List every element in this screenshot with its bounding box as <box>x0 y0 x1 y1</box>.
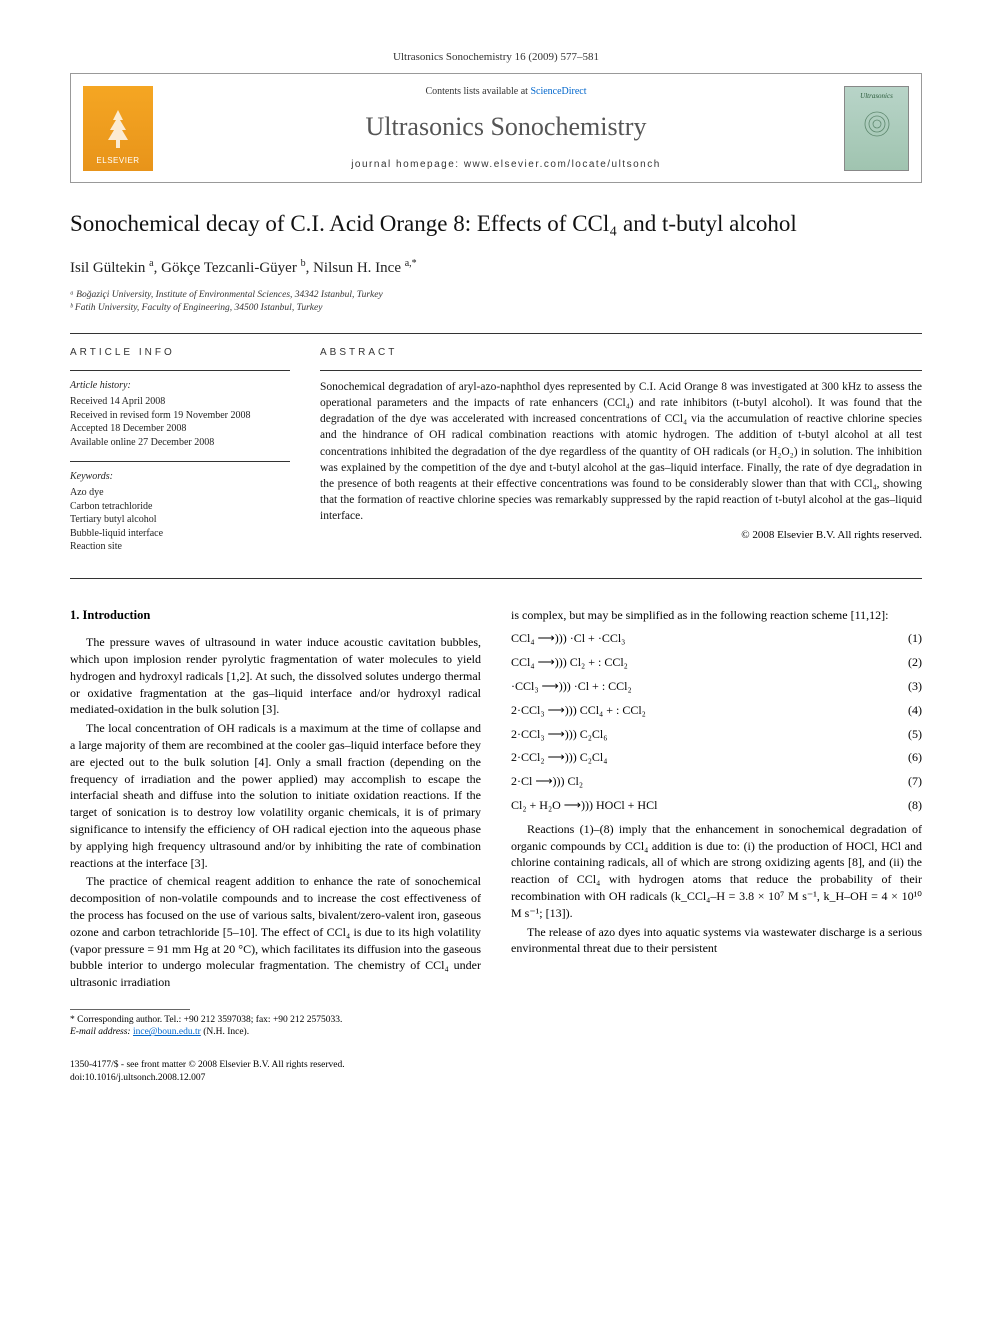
history-heading: Article history: <box>70 379 290 393</box>
equation-row: 2·CCl₃ ⟶))) CCl₄ + : CCl₂ (4) <box>511 702 922 719</box>
keyword: Azo dye <box>70 486 290 500</box>
keywords-block: Keywords: Azo dye Carbon tetrachloride T… <box>70 470 290 554</box>
body-paragraph: The practice of chemical reagent additio… <box>70 873 481 991</box>
equation-expression: 2·Cl ⟶))) Cl₂ <box>511 773 583 790</box>
abstract-copyright: © 2008 Elsevier B.V. All rights reserved… <box>320 528 922 543</box>
equation-number: (5) <box>908 726 922 743</box>
running-header: Ultrasonics Sonochemistry 16 (2009) 577–… <box>70 50 922 65</box>
equation-row: ·CCl₃ ⟶))) ·Cl + : CCl₂ (3) <box>511 678 922 695</box>
equation-number: (6) <box>908 749 922 766</box>
article-info-column: ARTICLE INFO Article history: Received 1… <box>70 346 290 566</box>
elsevier-logo: ELSEVIER <box>83 86 153 171</box>
body-paragraph: Reactions (1)–(8) imply that the enhance… <box>511 821 922 922</box>
article-title: Sonochemical decay of C.I. Acid Orange 8… <box>70 208 922 240</box>
equation-row: Cl₂ + H₂O ⟶))) HOCl + HCl (8) <box>511 797 922 814</box>
equation-expression: CCl₄ ⟶))) ·Cl + ·CCl₃ <box>511 630 625 647</box>
keyword: Tertiary butyl alcohol <box>70 513 290 527</box>
banner-center: Contents lists available at ScienceDirec… <box>168 85 844 171</box>
footnote-separator <box>70 1009 190 1010</box>
equation-row: CCl₄ ⟶))) ·Cl + ·CCl₃ (1) <box>511 630 922 647</box>
divider <box>70 370 290 371</box>
section-heading: 1. Introduction <box>70 607 481 625</box>
journal-name: Ultrasonics Sonochemistry <box>168 109 844 145</box>
contents-available: Contents lists available at ScienceDirec… <box>168 85 844 99</box>
email-label: E-mail address: <box>70 1027 131 1037</box>
equation-number: (7) <box>908 773 922 790</box>
equation-row: 2·CCl₃ ⟶))) C₂Cl₆ (5) <box>511 726 922 743</box>
body-two-columns: 1. Introduction The pressure waves of ul… <box>70 607 922 1039</box>
article-history-block: Article history: Received 14 April 2008 … <box>70 379 290 449</box>
page-footer: 1350-4177/$ - see front matter © 2008 El… <box>70 1059 922 1086</box>
cover-art-icon <box>857 102 897 142</box>
equation-expression: ·CCl₃ ⟶))) ·Cl + : CCl₂ <box>511 678 632 695</box>
footer-copyright: 1350-4177/$ - see front matter © 2008 El… <box>70 1059 345 1072</box>
keywords-heading: Keywords: <box>70 470 290 484</box>
equations-block: CCl₄ ⟶))) ·Cl + ·CCl₃ (1) CCl₄ ⟶))) Cl₂ + … <box>511 630 922 813</box>
keyword: Carbon tetrachloride <box>70 500 290 514</box>
equation-expression: CCl₄ ⟶))) Cl₂ + : CCl₂ <box>511 654 628 671</box>
left-column: 1. Introduction The pressure waves of ul… <box>70 607 481 1039</box>
equation-row: 2·CCl₂ ⟶))) C₂Cl₄ (6) <box>511 749 922 766</box>
sciencedirect-link[interactable]: ScienceDirect <box>530 86 586 97</box>
abstract-label: ABSTRACT <box>320 346 922 360</box>
equation-row: 2·Cl ⟶))) Cl₂ (7) <box>511 773 922 790</box>
equation-number: (4) <box>908 702 922 719</box>
history-item: Received 14 April 2008 <box>70 395 290 409</box>
keyword: Bubble-liquid interface <box>70 527 290 541</box>
keyword: Reaction site <box>70 540 290 554</box>
history-item: Accepted 18 December 2008 <box>70 422 290 436</box>
journal-page: Ultrasonics Sonochemistry 16 (2009) 577–… <box>0 0 992 1125</box>
divider <box>320 370 922 371</box>
corresponding-author-footnote: * Corresponding author. Tel.: +90 212 35… <box>70 1014 481 1039</box>
elsevier-tree-icon <box>98 105 138 155</box>
sciencedirect-banner: ELSEVIER Contents lists available at Sci… <box>70 73 922 183</box>
journal-homepage: journal homepage: www.elsevier.com/locat… <box>168 158 844 172</box>
equation-row: CCl₄ ⟶))) Cl₂ + : CCl₂ (2) <box>511 654 922 671</box>
divider <box>70 461 290 462</box>
footnote-email-line: E-mail address: ince@boun.edu.tr (N.H. I… <box>70 1026 481 1038</box>
body-paragraph: The local concentration of OH radicals i… <box>70 720 481 871</box>
equation-expression: 2·CCl₂ ⟶))) C₂Cl₄ <box>511 749 607 766</box>
article-info-label: ARTICLE INFO <box>70 346 290 360</box>
equation-expression: 2·CCl₃ ⟶))) C₂Cl₆ <box>511 726 607 743</box>
journal-cover-thumbnail: Ultrasonics <box>844 86 909 171</box>
divider <box>70 578 922 579</box>
publisher-name: ELSEVIER <box>96 155 139 166</box>
abstract-text: Sonochemical degradation of aryl-azo-nap… <box>320 379 922 524</box>
equation-expression: 2·CCl₃ ⟶))) CCl₄ + : CCl₂ <box>511 702 646 719</box>
equation-number: (8) <box>908 797 922 814</box>
cover-title: Ultrasonics <box>860 92 893 102</box>
footer-left: 1350-4177/$ - see front matter © 2008 El… <box>70 1059 345 1086</box>
abstract-column: ABSTRACT Sonochemical degradation of ary… <box>320 346 922 566</box>
affiliation: ᵃ Boğaziçi University, Institute of Envi… <box>70 289 922 302</box>
equation-number: (1) <box>908 630 922 647</box>
body-paragraph: is complex, but may be simplified as in … <box>511 607 922 624</box>
footer-doi: doi:10.1016/j.ultsonch.2008.12.007 <box>70 1072 345 1085</box>
affiliation: ᵇ Fatih University, Faculty of Engineeri… <box>70 302 922 315</box>
divider <box>70 333 922 334</box>
affiliations: ᵃ Boğaziçi University, Institute of Envi… <box>70 289 922 316</box>
body-paragraph: The pressure waves of ultrasound in wate… <box>70 634 481 718</box>
footnote-line: * Corresponding author. Tel.: +90 212 35… <box>70 1014 481 1026</box>
equation-number: (3) <box>908 678 922 695</box>
equation-number: (2) <box>908 654 922 671</box>
equation-expression: Cl₂ + H₂O ⟶))) HOCl + HCl <box>511 797 657 814</box>
history-item: Available online 27 December 2008 <box>70 436 290 450</box>
info-abstract-section: ARTICLE INFO Article history: Received 1… <box>70 346 922 566</box>
right-column: is complex, but may be simplified as in … <box>511 607 922 1039</box>
author-email-link[interactable]: ince@boun.edu.tr <box>133 1027 201 1037</box>
author-list: Isil Gültekin a, Gökçe Tezcanli-Güyer b,… <box>70 257 922 279</box>
body-paragraph: The release of azo dyes into aquatic sys… <box>511 924 922 958</box>
history-item: Received in revised form 19 November 200… <box>70 409 290 423</box>
contents-prefix: Contents lists available at <box>425 86 527 97</box>
email-suffix: (N.H. Ince). <box>203 1027 249 1037</box>
